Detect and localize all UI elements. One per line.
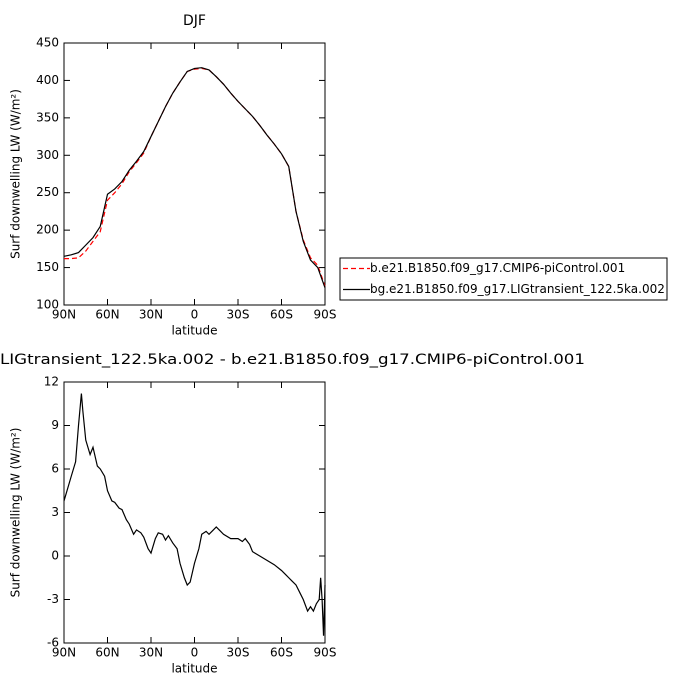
y-tick-label: -3 <box>47 592 59 606</box>
data-line <box>64 67 326 287</box>
x-tick-label: 60S <box>270 308 293 322</box>
chart-title: DJF <box>183 13 206 29</box>
x-tick-label: 60N <box>95 308 119 322</box>
legend-label: b.e21.B1850.f09_g17.CMIP6-piControl.001 <box>370 261 625 275</box>
y-tick-label: 450 <box>36 36 59 50</box>
y-tick-label: 12 <box>44 375 59 389</box>
y-tick-label: 6 <box>51 462 59 476</box>
x-tick-label: 30N <box>139 308 163 322</box>
y-tick-label: 350 <box>36 110 59 124</box>
chart-title: LIGtransient_122.5ka.002 - b.e21.B1850.f… <box>0 352 585 368</box>
x-tick-label: 30S <box>227 646 250 660</box>
y-tick-label: 250 <box>36 185 59 199</box>
legend-box <box>339 257 668 301</box>
x-tick-label: 30N <box>139 646 163 660</box>
y-tick-label: 200 <box>36 223 59 237</box>
data-line <box>63 67 326 288</box>
x-axis-label: latitude <box>171 662 217 676</box>
y-tick-label: 400 <box>36 73 59 87</box>
plot-frame <box>63 381 326 644</box>
x-tick-label: 60S <box>270 646 293 660</box>
x-tick-label: 90S <box>314 646 337 660</box>
x-tick-label: 0 <box>191 646 199 660</box>
x-tick-label: 90S <box>314 308 337 322</box>
y-tick-label: -6 <box>47 636 59 650</box>
x-tick-label: 60N <box>95 646 119 660</box>
plot-frame <box>63 42 326 306</box>
x-tick-label: 30S <box>227 308 250 322</box>
x-tick-label: 90N <box>52 646 76 660</box>
y-tick-label: 0 <box>51 549 59 563</box>
y-tick-label: 3 <box>51 505 59 519</box>
y-axis-label: Surf downwelling LW (W/m²) <box>9 428 23 598</box>
x-tick-label: 90N <box>52 308 76 322</box>
y-tick-label: 150 <box>36 260 59 274</box>
data-line <box>63 393 326 636</box>
y-tick-label: 100 <box>36 298 59 312</box>
legend-label: bg.e21.B1850.f09_g17.LIGtransient_122.5k… <box>370 282 665 296</box>
x-tick-label: 0 <box>191 308 199 322</box>
y-tick-label: 9 <box>51 418 59 432</box>
y-tick-label: 300 <box>36 148 59 162</box>
x-axis-label: latitude <box>171 324 217 338</box>
y-axis-label: Surf downwelling LW (W/m²) <box>9 89 23 259</box>
